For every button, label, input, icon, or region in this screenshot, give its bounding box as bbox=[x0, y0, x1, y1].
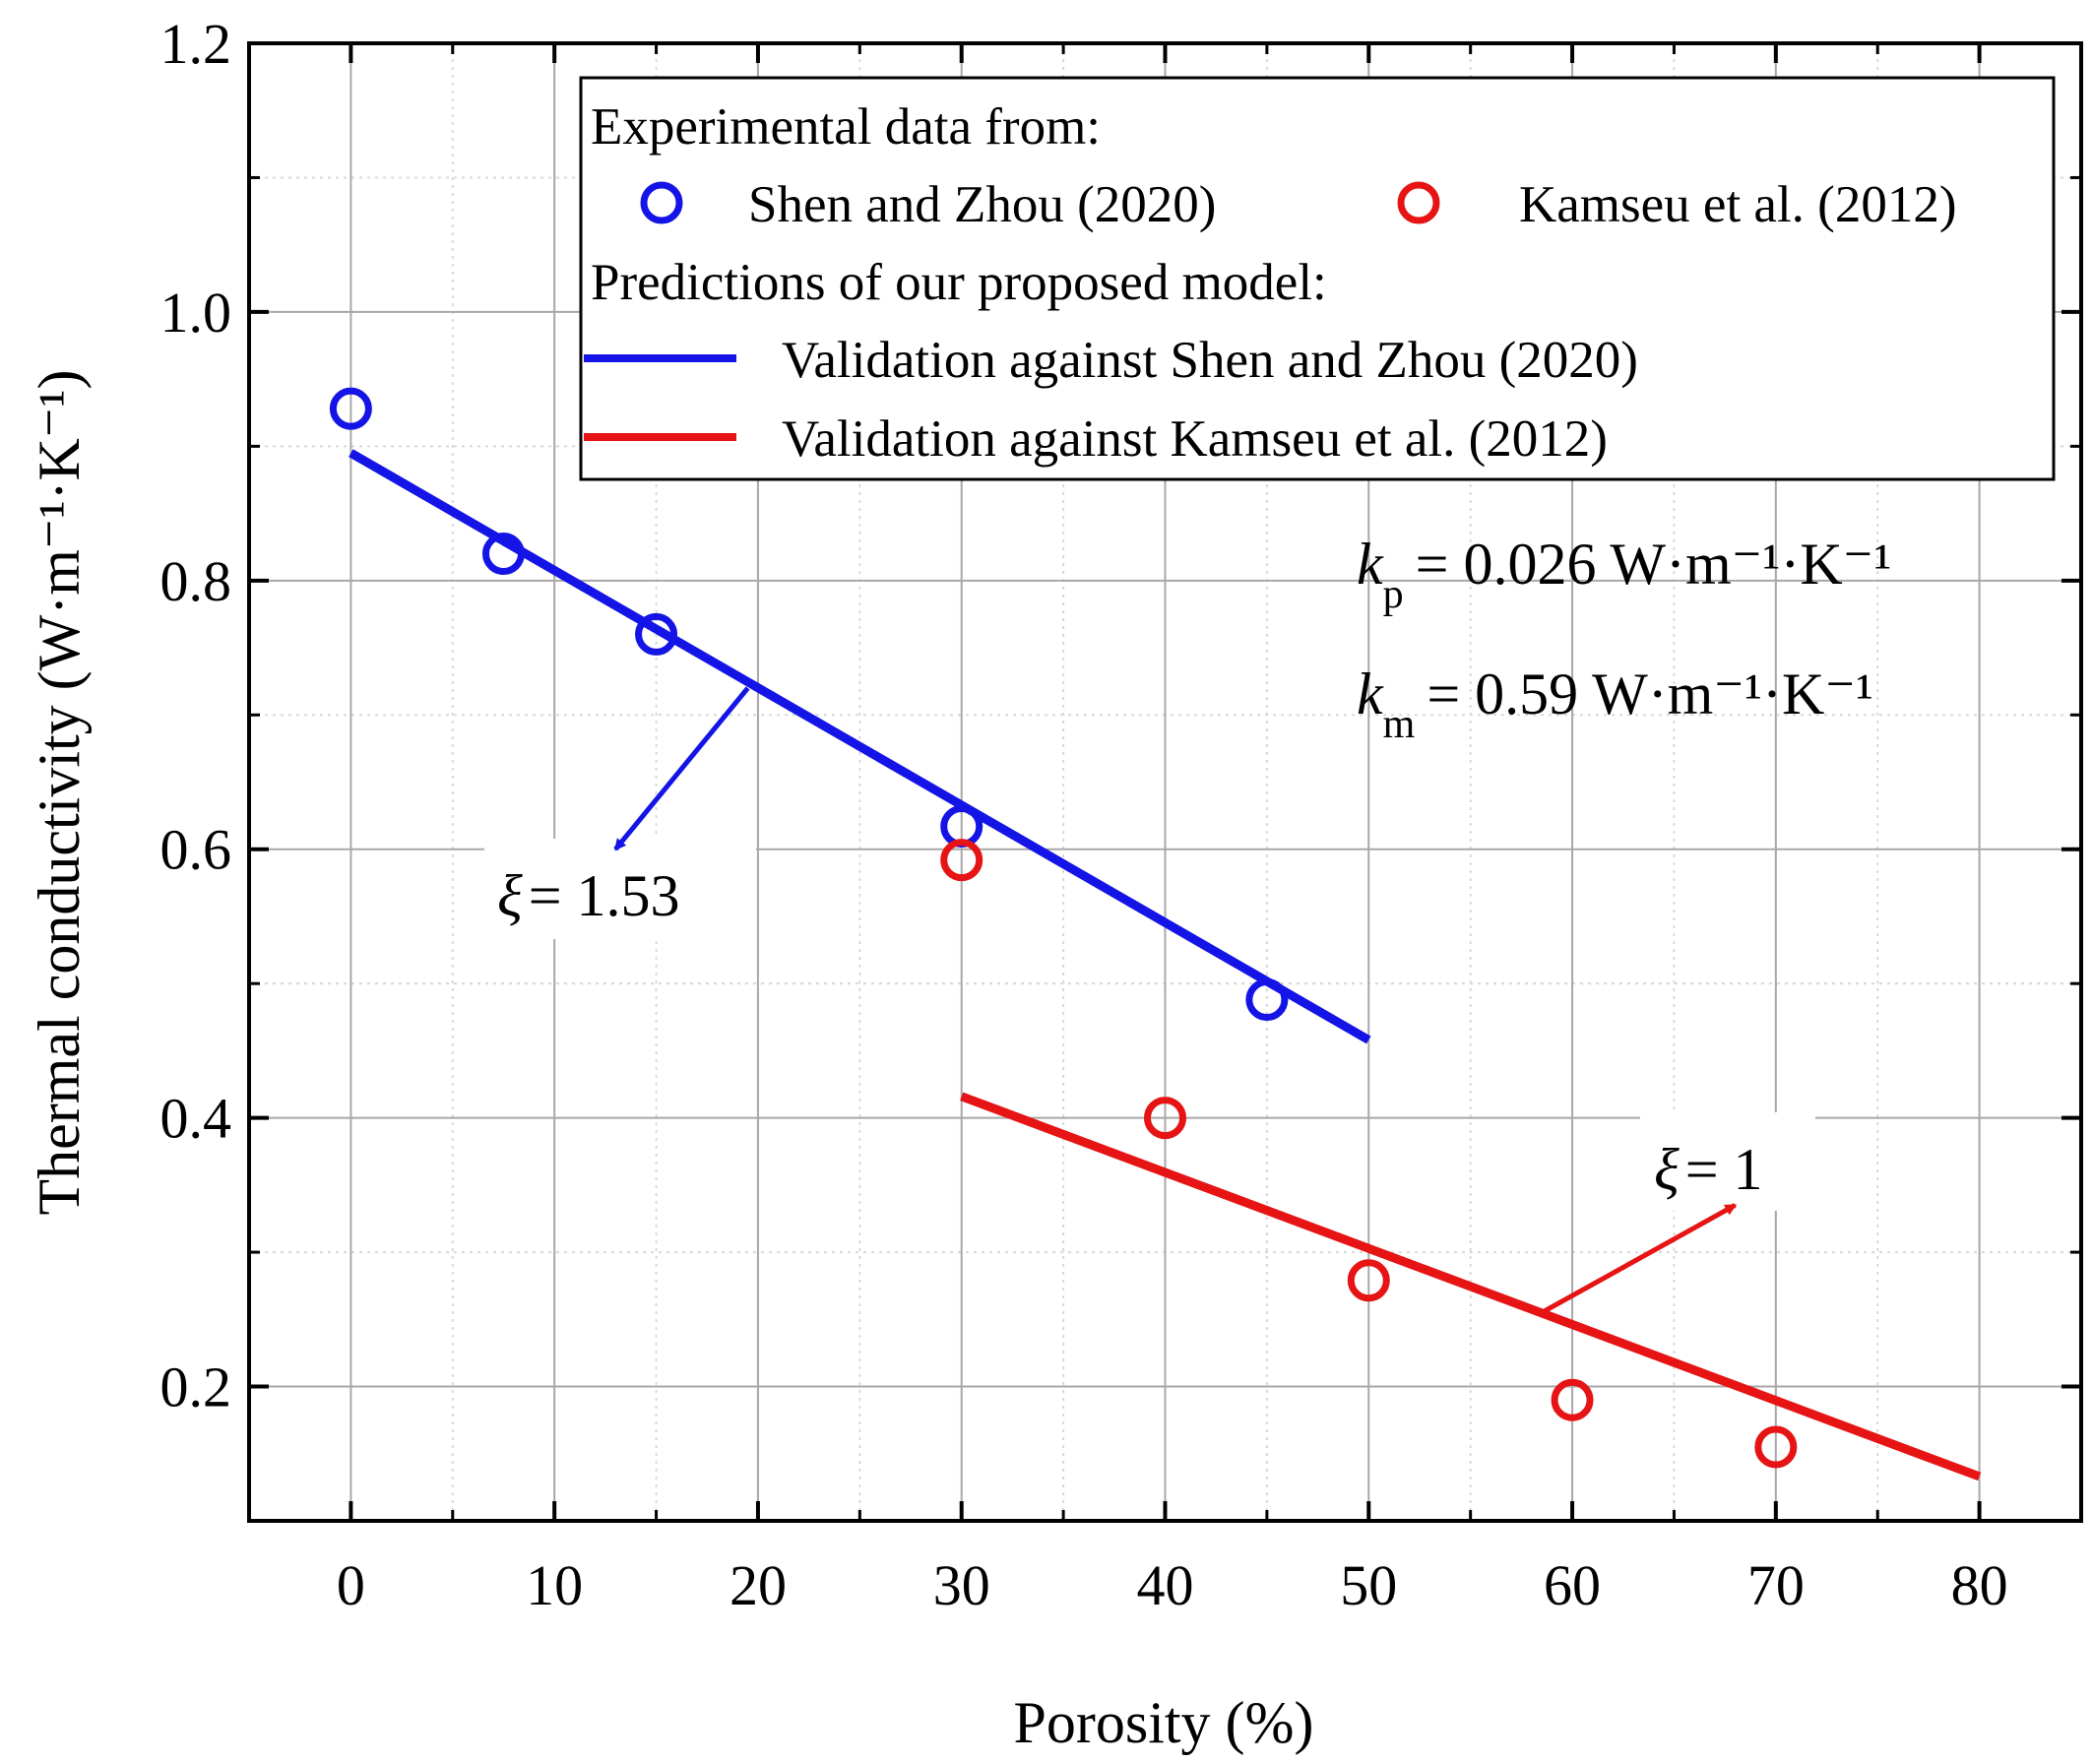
legend-header-predictions: Predictions of our proposed model: bbox=[591, 254, 1327, 311]
x-tick-label: 80 bbox=[1951, 1553, 2008, 1617]
xi-red-value: = 1 bbox=[1685, 1137, 1763, 1202]
x-axis-title: Porosity (%) bbox=[1014, 1690, 1314, 1755]
y-axis-title: Thermal conductivity (W·m⁻¹·K⁻¹) bbox=[27, 369, 92, 1215]
x-tick-label: 10 bbox=[526, 1553, 583, 1617]
annotation-km: km = 0.59 W·m⁻¹·K⁻¹ bbox=[1357, 662, 1873, 747]
legend-marker-shen bbox=[640, 181, 683, 224]
data-point-1-1 bbox=[1144, 1097, 1186, 1140]
data-point-1-4 bbox=[1754, 1425, 1798, 1469]
kp-subscript: p bbox=[1383, 572, 1404, 617]
x-tick-label: 40 bbox=[1137, 1553, 1194, 1617]
xi-red-label-bg bbox=[1640, 1112, 1815, 1211]
x-tick-label: 30 bbox=[933, 1553, 990, 1617]
data-point-0-2 bbox=[635, 612, 678, 656]
kp-symbol: k bbox=[1357, 532, 1384, 597]
annotation-kp: kp = 0.026 W·m⁻¹·K⁻¹ bbox=[1357, 532, 1891, 617]
legend-label-shen: Shen and Zhou (2020) bbox=[748, 176, 1216, 233]
axes: 0 10 20 30 40 50 60 70 80 0.2 0.4 0.6 0.8 1.0 1.2 bbox=[160, 12, 2083, 1617]
y-tick-label: 0.6 bbox=[160, 818, 232, 882]
annotation-xi-blue: ξ = 1.53 bbox=[497, 863, 680, 928]
legend-header-experimental: Experimental data from: bbox=[591, 98, 1101, 156]
annotation-xi-red: ξ = 1 bbox=[1654, 1137, 1763, 1202]
xi-blue-symbol: ξ bbox=[497, 863, 523, 928]
plot-series bbox=[329, 387, 1982, 1481]
legend: Experimental data from: Shen and Zhou (2… bbox=[579, 76, 2056, 481]
data-point-1-0 bbox=[940, 839, 983, 882]
x-tick-label: 60 bbox=[1544, 1553, 1601, 1617]
y-tick-label: 0.8 bbox=[160, 549, 232, 613]
x-tick-label: 20 bbox=[729, 1553, 787, 1617]
x-tick-label: 0 bbox=[337, 1553, 365, 1617]
data-point-1-2 bbox=[1347, 1259, 1390, 1302]
data-point-1-3 bbox=[1551, 1378, 1594, 1421]
data-point-0-4 bbox=[1245, 978, 1289, 1022]
legend-marker-kamseu bbox=[1397, 181, 1440, 224]
km-value: = 0.59 W·m⁻¹·K⁻¹ bbox=[1427, 662, 1873, 726]
annotation-arrows bbox=[613, 686, 1738, 1315]
x-tick-label: 70 bbox=[1747, 1553, 1805, 1617]
arrow-xi-red bbox=[1540, 1203, 1738, 1315]
y-tick-label: 1.2 bbox=[160, 12, 232, 76]
xi-blue-label-bg bbox=[484, 839, 756, 939]
x-tick-label: 50 bbox=[1340, 1553, 1397, 1617]
arrow-xi-blue bbox=[613, 686, 750, 851]
xi-red-symbol: ξ bbox=[1654, 1137, 1680, 1202]
series-line-3 bbox=[960, 1092, 1982, 1481]
legend-label-line-shen: Validation against Shen and Zhou (2020) bbox=[782, 332, 1638, 389]
legend-box bbox=[579, 76, 2056, 481]
km-subscript: m bbox=[1383, 702, 1416, 747]
legend-label-line-kamseu: Validation against Kamseu et al. (2012) bbox=[782, 410, 1608, 468]
y-tick-label: 0.2 bbox=[160, 1355, 232, 1419]
data-point-0-0 bbox=[329, 387, 372, 430]
xi-blue-value: = 1.53 bbox=[529, 863, 680, 928]
km-symbol: k bbox=[1357, 662, 1384, 726]
y-tick-label: 1.0 bbox=[160, 281, 232, 345]
y-tick-label: 0.4 bbox=[160, 1087, 232, 1151]
kp-value: = 0.026 W·m⁻¹·K⁻¹ bbox=[1416, 532, 1892, 597]
legend-label-kamseu: Kamseu et al. (2012) bbox=[1519, 176, 1956, 233]
data-point-0-1 bbox=[481, 533, 525, 576]
